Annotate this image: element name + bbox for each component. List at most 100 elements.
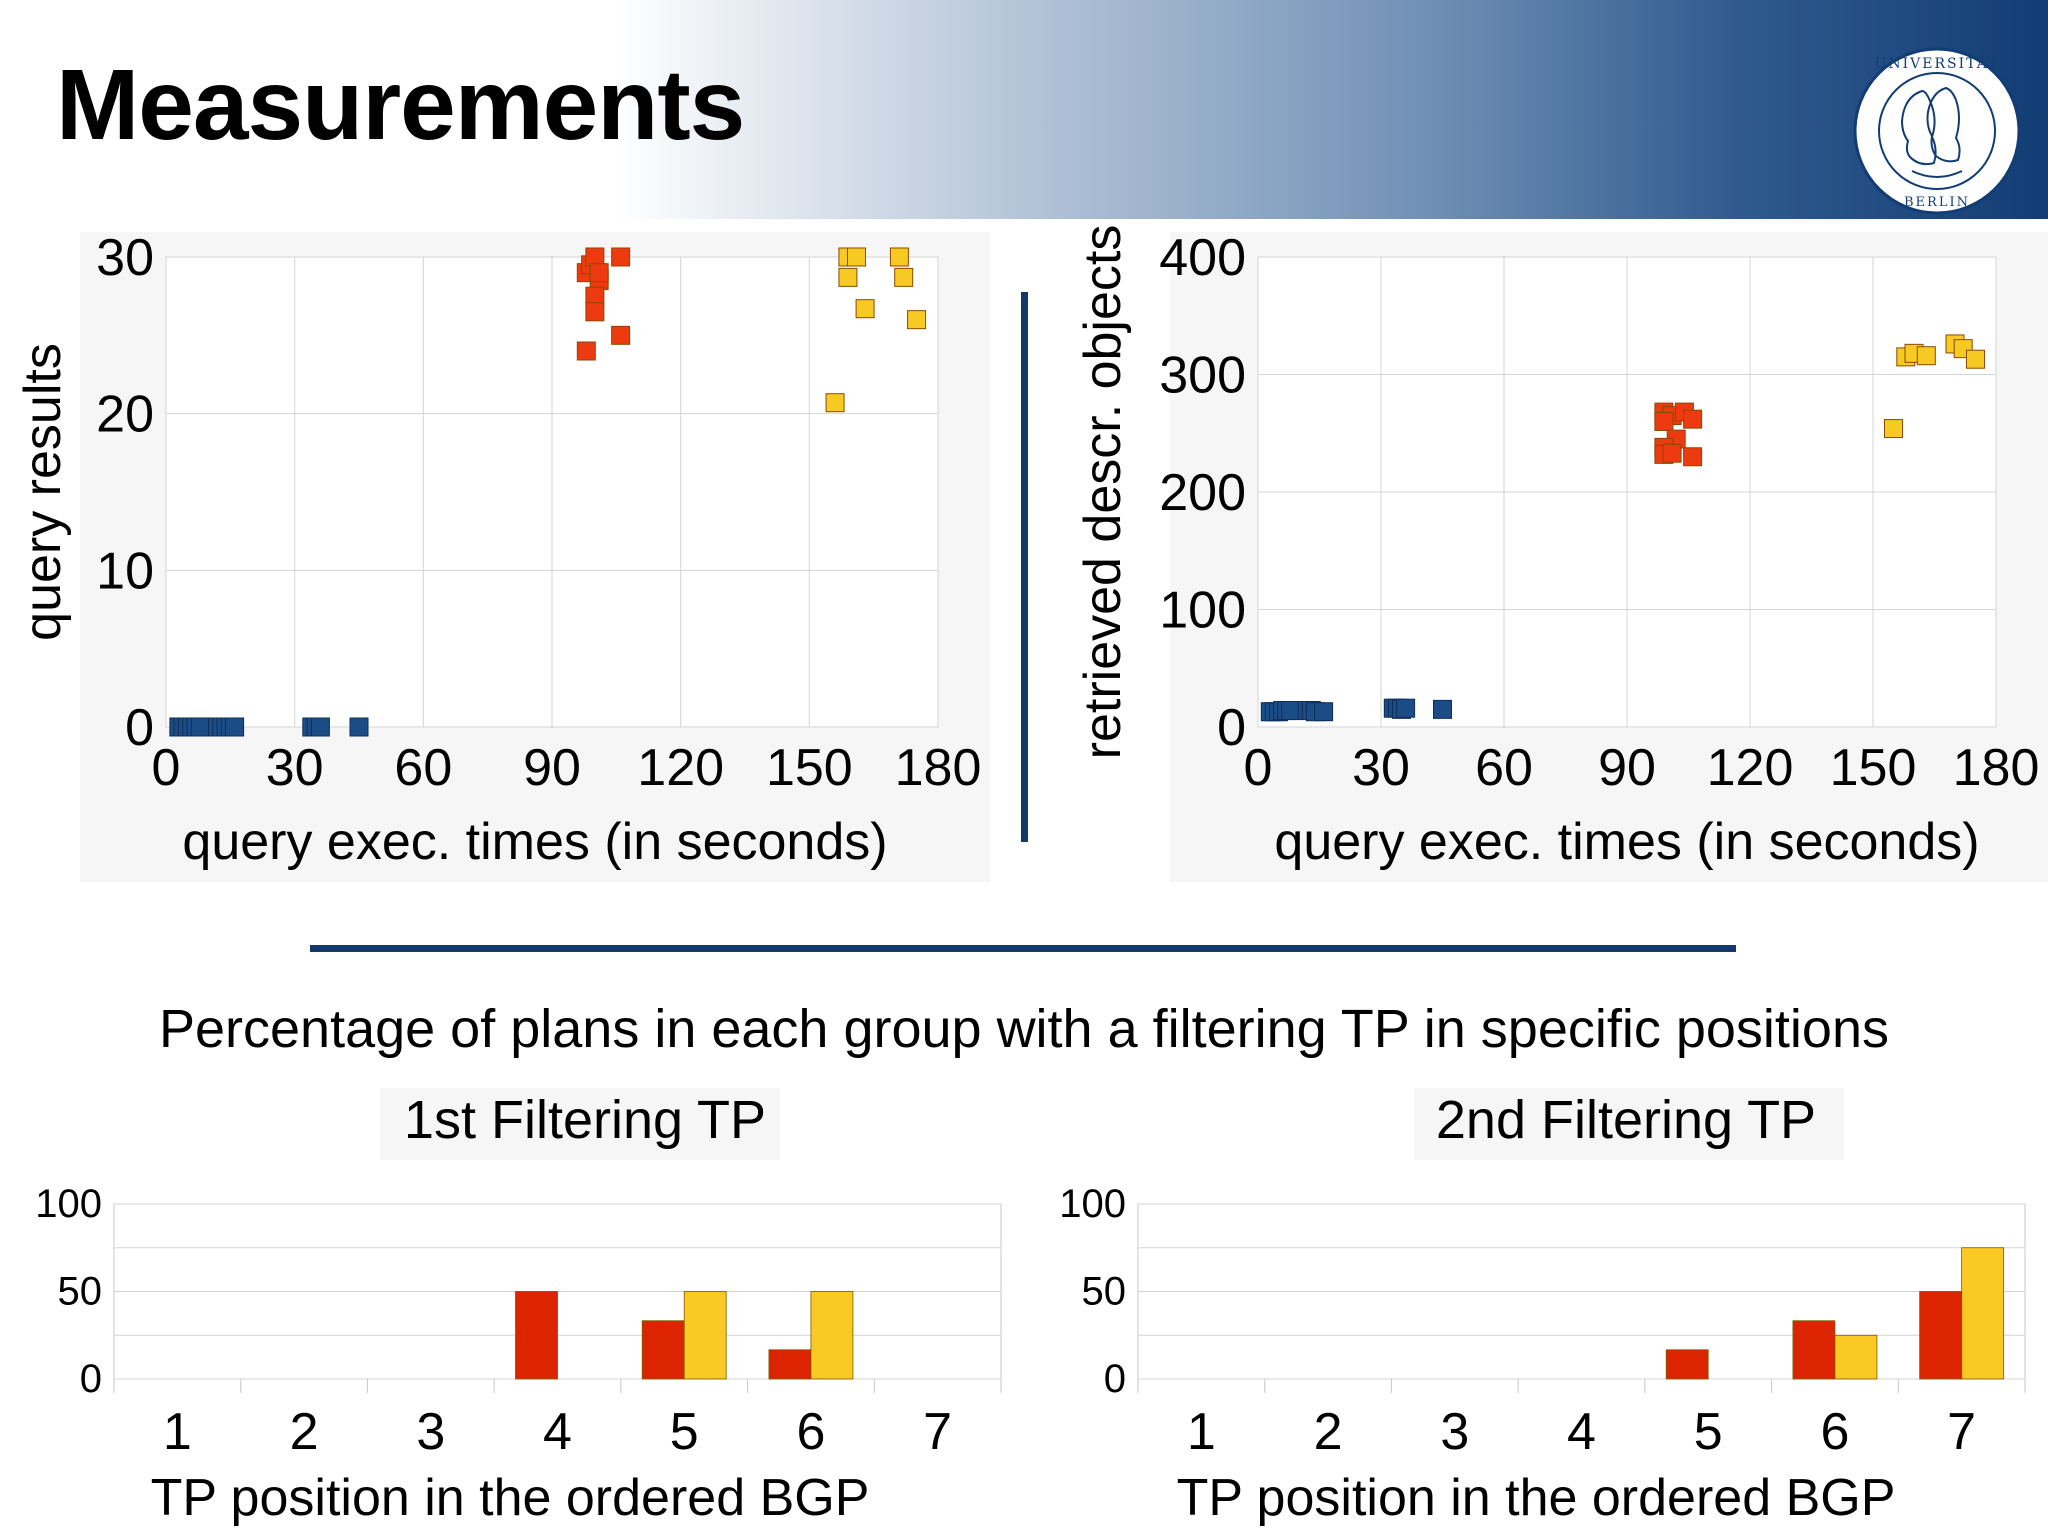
y-tick-label: 20 <box>96 386 154 444</box>
bar <box>515 1291 558 1380</box>
y-tick-label: 50 <box>58 1270 103 1314</box>
x-tick-label: 180 <box>895 739 982 797</box>
x-tick-label: 7 <box>923 1403 952 1461</box>
x-tick-label: 60 <box>394 739 452 797</box>
x-tick-label: 0 <box>1244 739 1273 797</box>
slide-title: Measurements <box>56 49 745 161</box>
y-tick-label: 0 <box>80 1357 102 1401</box>
y-tick-label: 30 <box>96 229 154 287</box>
y-tick-label: 300 <box>1159 347 1246 405</box>
x-tick-label: 1 <box>1187 1403 1216 1461</box>
bar <box>683 1291 727 1380</box>
x-tick-label: 30 <box>266 739 324 797</box>
y-axis-label: query results <box>14 343 72 641</box>
x-tick-label: 5 <box>1694 1403 1723 1461</box>
data-point <box>310 717 330 737</box>
y-tick-label: 400 <box>1159 229 1246 287</box>
x-tick-label: 150 <box>766 739 853 797</box>
data-point <box>1884 419 1903 439</box>
data-point <box>1683 409 1703 429</box>
x-tick-label: 120 <box>1707 739 1794 797</box>
bar <box>1961 1247 2005 1380</box>
data-point <box>1396 698 1416 718</box>
x-tick-label: 3 <box>1440 1403 1469 1461</box>
data-point <box>611 325 631 345</box>
data-point <box>190 717 210 737</box>
scatter-chart-query-results: 0 30 60 90 120 150 180 0 10 20 30 query exec. times… <box>14 229 990 882</box>
bar <box>1834 1334 1878 1380</box>
y-tick-label: 100 <box>1159 582 1246 640</box>
bar <box>1919 1291 1963 1380</box>
chart-title: 2nd Filtering TP <box>1436 1090 1816 1150</box>
scatter-chart-retrieved-objects: 0 30 60 90 120 150 180 0 100 200 300 400 query exec.… <box>1074 225 2048 882</box>
data-point <box>589 263 609 283</box>
data-point <box>907 310 927 330</box>
data-point <box>1433 699 1452 719</box>
y-tick-label: 0 <box>1104 1357 1126 1401</box>
bar <box>641 1320 685 1380</box>
x-tick-label: 90 <box>523 739 581 797</box>
x-tick-label: 1 <box>163 1403 192 1461</box>
data-point <box>847 247 867 267</box>
data-point <box>1281 701 1301 721</box>
vertical-divider <box>1021 292 1028 842</box>
x-tick-label: 4 <box>1567 1403 1596 1461</box>
data-point <box>576 341 596 361</box>
title-background <box>1414 1088 1844 1160</box>
university-seal-logo: UNIVERSITÄT BERLIN <box>1853 47 2021 215</box>
data-point <box>1683 447 1703 467</box>
horizontal-divider <box>310 945 1736 952</box>
chart-title: 1st Filtering TP <box>404 1090 766 1150</box>
section-subtitle: Percentage of plans in each group with a… <box>158 999 1889 1059</box>
x-tick-label: 60 <box>1475 739 1533 797</box>
x-tick-label: 4 <box>543 1403 572 1461</box>
y-tick-label: 10 <box>96 542 154 600</box>
x-tick-label: 120 <box>637 739 724 797</box>
title-banner <box>0 0 2048 219</box>
y-tick-label: 50 <box>1082 1270 1127 1314</box>
data-point <box>889 247 909 267</box>
x-tick-label: 30 <box>1352 739 1410 797</box>
y-tick-label: 0 <box>125 699 154 757</box>
data-point <box>894 267 914 287</box>
x-tick-label: 5 <box>670 1403 699 1461</box>
y-axis-label: retrieved descr. objects <box>1074 225 1132 760</box>
bar-chart-1st-filtering-tp: 0 50 100 1 2 3 4 5 6 7 1st Filtering TP TP position… <box>35 1088 1002 1527</box>
data-point <box>1966 349 1985 369</box>
bar <box>768 1349 812 1380</box>
x-tick-label: 6 <box>1820 1403 1849 1461</box>
bar-chart-2nd-filtering-tp: 0 50 100 1 2 3 4 5 6 7 2nd Filtering TP TP position… <box>1059 1088 2026 1527</box>
data-point <box>1916 346 1936 366</box>
data-point <box>825 393 845 413</box>
bar <box>810 1291 854 1380</box>
data-point <box>611 247 631 267</box>
x-tick-label: 0 <box>152 739 181 797</box>
x-axis-label: query exec. times (in seconds) <box>1274 813 1979 871</box>
x-axis-label: TP position in the ordered BGP <box>1177 1469 1896 1527</box>
y-tick-label: 100 <box>1059 1182 1126 1226</box>
bar <box>1792 1320 1836 1380</box>
y-tick-label: 100 <box>35 1182 102 1226</box>
x-axis-label: query exec. times (in seconds) <box>182 813 887 871</box>
x-tick-label: 180 <box>1953 739 2040 797</box>
data-point <box>855 299 875 319</box>
data-point <box>349 717 369 737</box>
title-background <box>380 1088 780 1160</box>
bar <box>1665 1349 1709 1380</box>
x-tick-label: 7 <box>1947 1403 1976 1461</box>
x-axis-label: TP position in the ordered BGP <box>151 1469 870 1527</box>
data-point <box>585 302 605 322</box>
x-tick-label: 150 <box>1830 739 1917 797</box>
x-tick-label: 2 <box>290 1403 319 1461</box>
data-point <box>838 267 858 287</box>
svg-text:UNIVERSITÄT: UNIVERSITÄT <box>1875 54 2000 72</box>
svg-text:BERLIN: BERLIN <box>1904 195 1970 210</box>
data-point <box>1654 412 1674 431</box>
y-tick-label: 200 <box>1159 464 1246 522</box>
x-tick-label: 2 <box>1314 1403 1343 1461</box>
y-tick-label: 0 <box>1217 699 1246 757</box>
data-point <box>1314 702 1334 722</box>
data-point <box>225 717 245 737</box>
x-tick-label: 6 <box>796 1403 825 1461</box>
x-tick-label: 3 <box>416 1403 445 1461</box>
